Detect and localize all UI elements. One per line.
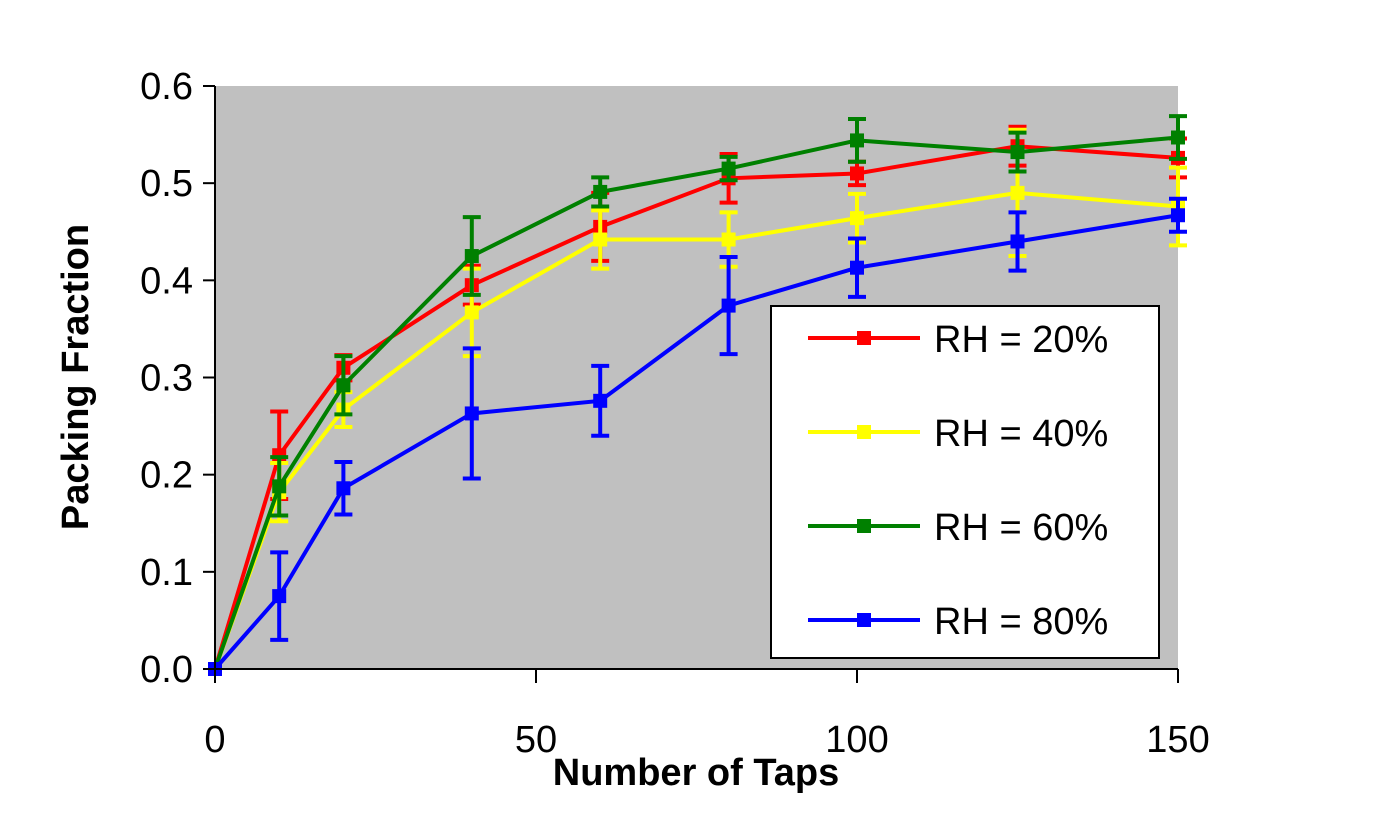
series-layer (208, 114, 1187, 676)
legend-label: RH = 20% (934, 319, 1108, 361)
y-tick-label: 0.5 (140, 163, 193, 205)
legend-label: RH = 40% (934, 413, 1108, 455)
x-tick-label: 0 (204, 719, 225, 761)
data-point (721, 298, 736, 313)
y-tick-label: 0.0 (140, 649, 193, 691)
data-point (272, 479, 287, 494)
x-axis-title: Number of Taps (553, 752, 839, 794)
legend-item: RH = 40% (808, 413, 1108, 455)
data-point (1171, 130, 1185, 145)
data-point (593, 232, 608, 247)
data-point (850, 133, 864, 148)
x-tick-label: 150 (1146, 719, 1209, 761)
legend-marker (857, 425, 871, 439)
legend-item: RH = 20% (808, 319, 1108, 361)
series-3 (208, 114, 1187, 676)
legend-label: RH = 80% (934, 601, 1108, 643)
data-point (1010, 234, 1025, 249)
y-tick-label: 0.2 (140, 455, 193, 497)
legend-item: RH = 80% (808, 601, 1108, 643)
legend-label: RH = 60% (934, 507, 1108, 549)
data-point (336, 378, 351, 393)
data-point (272, 589, 287, 604)
data-point (464, 305, 479, 320)
data-point (593, 393, 608, 408)
y-tick-label: 0.3 (140, 358, 193, 400)
data-point (850, 211, 864, 226)
legend-marker (857, 331, 871, 345)
x-tick-label: 100 (825, 719, 888, 761)
legend-box (770, 305, 1160, 659)
data-point (1010, 185, 1025, 200)
x-tick-label: 50 (515, 719, 557, 761)
data-point (1010, 145, 1025, 160)
data-point (721, 161, 736, 176)
data-point (721, 232, 736, 247)
legend: RH = 20% RH = 40% RH = 60% RH = 80% (770, 305, 1160, 659)
legend-marker (857, 519, 871, 533)
series-4 (208, 196, 1187, 676)
data-point (336, 481, 351, 496)
legend-marker (857, 613, 871, 627)
data-point (850, 166, 864, 181)
data-point (593, 184, 608, 199)
legend-items: RH = 20% RH = 40% RH = 60% RH = 80% (808, 319, 1108, 643)
legend-item: RH = 60% (808, 507, 1108, 549)
y-axis-title: Packing Fraction (55, 224, 97, 530)
data-point (850, 260, 864, 275)
y-tick-label: 0.6 (140, 66, 193, 108)
y-tick-label: 0.4 (140, 260, 193, 302)
axes-layer: 0.0 0.1 0.2 0.3 0.4 0.5 0.6 0 50 100 150 (140, 66, 1210, 761)
data-point (464, 249, 479, 264)
data-point (1171, 208, 1185, 223)
data-point (464, 406, 479, 421)
y-tick-label: 0.1 (140, 552, 193, 594)
